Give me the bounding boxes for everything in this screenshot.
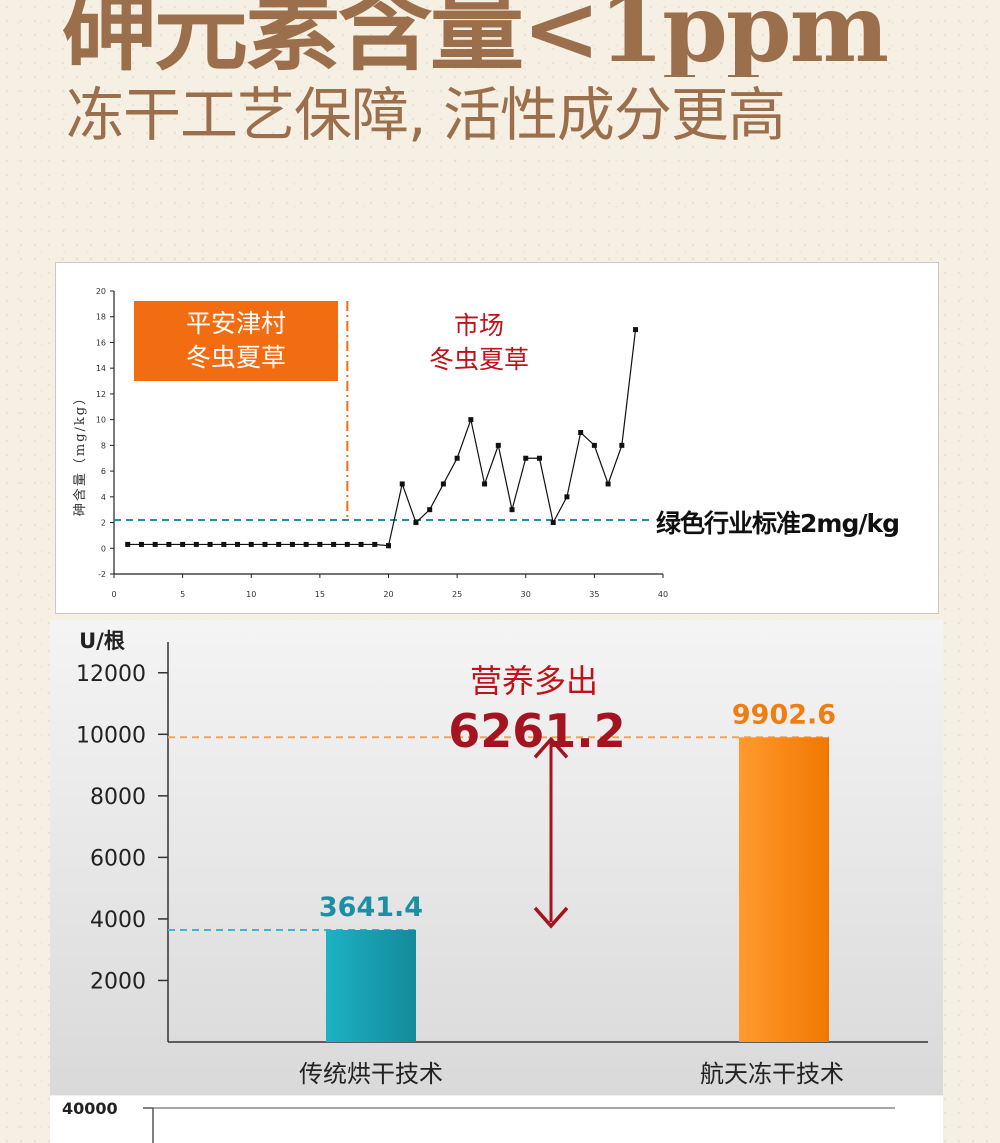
- y-tick-label: 2000: [90, 969, 146, 994]
- y-axis-label: 砷含量（mg/kg）: [72, 390, 88, 516]
- data-point: [180, 541, 186, 547]
- data-point: [138, 541, 144, 547]
- data-point: [221, 541, 227, 547]
- x-tick-label: 5: [180, 590, 185, 599]
- x-tick-label: 0: [111, 590, 116, 599]
- arsenic-chart-panel: -2 0 2 4 6 8 10 12 14 16 18 20 0 5 10 15 20 25 30 35 40 砷含量（…: [55, 262, 939, 614]
- brand-legend-line2: 冬虫夏草: [185, 343, 286, 372]
- data-point: [358, 541, 364, 547]
- data-point: [317, 541, 323, 547]
- data-point: [578, 430, 584, 435]
- y-tick-label: 16: [96, 338, 106, 347]
- data-point: [344, 541, 350, 547]
- data-point: [440, 481, 446, 487]
- brand-legend-box: 平安津村 冬虫夏草: [134, 301, 338, 381]
- y-tick-label: 6000: [90, 846, 146, 871]
- data-point: [235, 541, 241, 547]
- data-point: [605, 481, 611, 487]
- data-point: [207, 541, 213, 547]
- brand-legend-line1: 平安津村: [185, 309, 286, 338]
- y-tick-label: 10000: [76, 723, 146, 748]
- bar-1: [326, 929, 416, 1042]
- data-point: [289, 541, 295, 547]
- data-point: [536, 455, 542, 461]
- data-point: [166, 541, 172, 547]
- data-point: [372, 541, 378, 547]
- data-point: [331, 541, 337, 547]
- category-label: 航天冻干技术: [700, 1060, 844, 1088]
- data-point: [303, 541, 309, 547]
- data-point: [550, 520, 556, 526]
- annotation-label: 营养多出: [470, 662, 598, 700]
- nutrient-chart-panel: 2000 4000 6000 8000 10000 12000 3641.4 传统烘干技术 9…: [50, 620, 943, 1095]
- y-tick-label: 14: [96, 364, 106, 373]
- y-tick-label: 18: [96, 313, 106, 322]
- y-tick-label: 4: [101, 493, 106, 502]
- data-point: [125, 541, 131, 547]
- arsenic-line-chart: -2 0 2 4 6 8 10 12 14 16 18 20 0 5 10 15 20 25 30 35 40 砷含量（…: [72, 287, 668, 599]
- data-point: [193, 541, 199, 547]
- data-point: [386, 543, 391, 549]
- headline: 砷元素含量<1ppm: [62, 0, 889, 77]
- difference-arrow-head-down: [533, 906, 569, 929]
- data-point: [509, 507, 515, 513]
- x-tick-label: 40: [658, 590, 668, 599]
- y-tick-label: 6: [101, 467, 106, 476]
- y-tick-label: 20: [96, 287, 106, 296]
- y-tick-label: 10: [96, 416, 106, 425]
- y-tick-label: 12000: [76, 662, 146, 687]
- data-point: [276, 541, 282, 547]
- x-tick-label: 20: [383, 590, 393, 599]
- data-point: [152, 541, 158, 547]
- y-tick-label: 0: [101, 544, 106, 553]
- x-tick-label: 30: [521, 590, 531, 599]
- y-tick-label: -2: [98, 570, 106, 579]
- data-point: [413, 520, 419, 526]
- third-chart: 40000: [62, 1099, 895, 1143]
- market-legend-label: 市场 冬虫夏草: [404, 309, 554, 377]
- data-point: [633, 327, 639, 333]
- y-tick-label: 2: [101, 519, 106, 528]
- market-legend-line1: 市场: [453, 311, 504, 340]
- bar-value-label: 9902.6: [732, 699, 836, 730]
- y-tick-label: 40000: [62, 1099, 118, 1118]
- third-chart-panel: 40000: [50, 1096, 943, 1143]
- bar-2: [739, 737, 829, 1042]
- difference-arrow-head-up: [533, 736, 569, 759]
- y-tick-label: 12: [96, 390, 106, 399]
- category-label: 传统烘干技术: [299, 1060, 443, 1088]
- data-point: [482, 481, 488, 487]
- y-tick-label: 4000: [90, 908, 146, 933]
- x-tick-label: 35: [589, 590, 599, 599]
- data-point: [495, 442, 501, 448]
- x-tick-label: 10: [246, 590, 256, 599]
- bar-value-label: 3641.4: [319, 892, 423, 923]
- x-tick-label: 15: [315, 590, 325, 599]
- y-tick-label: 8: [101, 441, 106, 450]
- data-point: [248, 541, 254, 547]
- data-point: [468, 417, 474, 423]
- data-point: [523, 455, 529, 461]
- data-point: [564, 494, 570, 500]
- data-point: [399, 481, 405, 487]
- standard-line-label: 绿色行业标准2mg/kg: [656, 509, 900, 538]
- x-tick-label: 25: [452, 590, 462, 599]
- data-point: [262, 541, 268, 547]
- nutrient-bar-chart: 2000 4000 6000 8000 10000 12000 3641.4 传统烘干技术 9…: [76, 629, 928, 1088]
- data-point: [619, 442, 625, 448]
- data-point: [427, 507, 433, 513]
- subheadline: 冻干工艺保障, 活性成分更高: [66, 81, 786, 149]
- data-point: [591, 442, 597, 448]
- annotation-value: 6261.2: [448, 704, 626, 758]
- y-axis-unit-label: U/根: [79, 629, 125, 653]
- data-point: [454, 455, 460, 461]
- y-tick-label: 8000: [90, 785, 146, 810]
- market-legend-line2: 冬虫夏草: [428, 345, 529, 374]
